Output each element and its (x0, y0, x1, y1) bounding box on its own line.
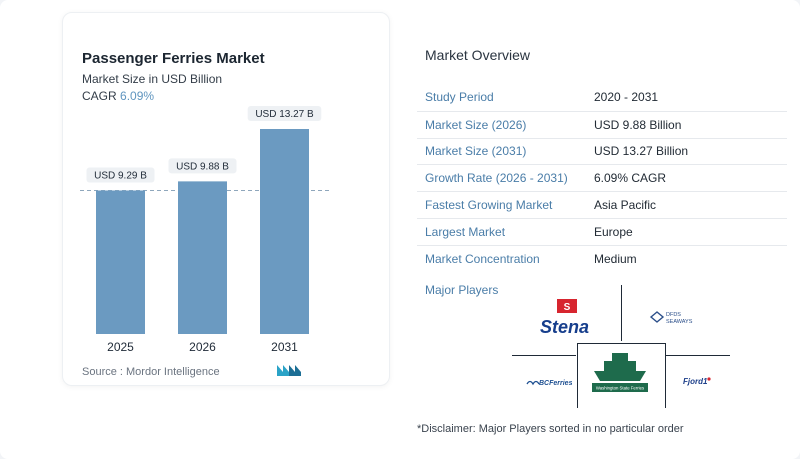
bar-2025 (96, 190, 145, 334)
wsf-logo: Washington State Ferries (590, 349, 650, 398)
chart-subtitle: Market Size in USD Billion (82, 72, 223, 86)
category-label: 2026 (189, 340, 216, 354)
cagr-label: CAGR (82, 89, 117, 103)
overview-row: Growth Rate (2026 - 2031) 6.09% CAGR (417, 164, 787, 191)
chart-cagr: CAGR 6.09% (82, 89, 154, 103)
data-label-box (247, 106, 322, 122)
overview-row: Market Size (2026) USD 9.88 Billion (417, 110, 787, 138)
overview-value: 2020 - 2031 (594, 90, 659, 105)
stena-logo: S Stena (540, 298, 594, 343)
overview-row: Market Concentration Medium (417, 244, 787, 272)
overview-value: Europe (594, 224, 633, 239)
mordor-logo (277, 365, 301, 376)
cagr-value: 6.09% (120, 89, 155, 103)
overview-value: Medium (594, 251, 637, 266)
data-label: USD 13.27 B (255, 109, 314, 120)
overview-table: Study Period 2020 - 2031 Market Size (2026… (417, 84, 787, 272)
data-label: USD 9.29 B (94, 170, 147, 181)
overview-value: USD 13.27 Billion (594, 144, 689, 159)
overview-key: Study Period (425, 90, 494, 105)
overview-key: Market Size (2026) (425, 117, 527, 132)
overview-key: Market Concentration (425, 251, 540, 266)
overview-key: Market Size (2031) (425, 144, 527, 159)
data-label: USD 9.88 B (176, 161, 229, 172)
bcferries-logo: BCFerries (526, 375, 573, 393)
players-title: Major Players (425, 283, 499, 297)
grid-divider (512, 355, 576, 356)
chart-title: Passenger Ferries Market (82, 50, 265, 67)
overview-row: Largest Market Europe (417, 217, 787, 245)
overview-row: Market Size (2031) USD 13.27 Billion (417, 137, 787, 165)
grid-divider (621, 285, 622, 341)
data-label-box (86, 167, 155, 183)
disclaimer: *Disclaimer: Major Players sorted in no … (417, 423, 684, 435)
bar-chart: USD 9.29 B 2025 USD 9.88 B 2026 USD 13.27 B 2… (80, 106, 330, 354)
svg-text:BCFerries: BCFerries (539, 380, 572, 387)
dfds-logo: DFDS SEAWAYS (649, 309, 709, 330)
overview-key: Largest Market (425, 224, 506, 239)
overview-value: USD 9.88 Billion (594, 117, 682, 132)
data-label-box (168, 158, 237, 174)
svg-text:Washington State Ferries: Washington State Ferries (596, 386, 644, 391)
grid-divider (665, 343, 666, 408)
overview-value: Asia Pacific (594, 198, 657, 213)
overview-key: Fastest Growing Market (425, 198, 553, 213)
grid-divider (577, 343, 578, 408)
svg-text:DFDS: DFDS (666, 312, 681, 318)
fjord1-logo: Fjord1 (683, 374, 713, 392)
overview-row: Study Period 2020 - 2031 (417, 84, 787, 111)
overview-key: Growth Rate (2026 - 2031) (425, 171, 568, 186)
stena-name: Stena (540, 317, 589, 337)
grid-divider (577, 343, 665, 344)
bar-2031 (260, 129, 309, 334)
bar-2026 (178, 181, 227, 334)
svg-text:SEAWAYS: SEAWAYS (666, 319, 693, 325)
overview-row: Fastest Growing Market Asia Pacific (417, 191, 787, 218)
category-label: 2031 (271, 340, 298, 354)
category-label: 2025 (107, 340, 134, 354)
overview-value: 6.09% CAGR (594, 171, 667, 186)
svg-text:Fjord1: Fjord1 (683, 377, 708, 386)
grid-divider (666, 355, 730, 356)
overview-title: Market Overview (425, 47, 531, 63)
svg-text:S: S (564, 302, 571, 313)
source-text: Source : Mordor Intelligence (82, 366, 220, 378)
